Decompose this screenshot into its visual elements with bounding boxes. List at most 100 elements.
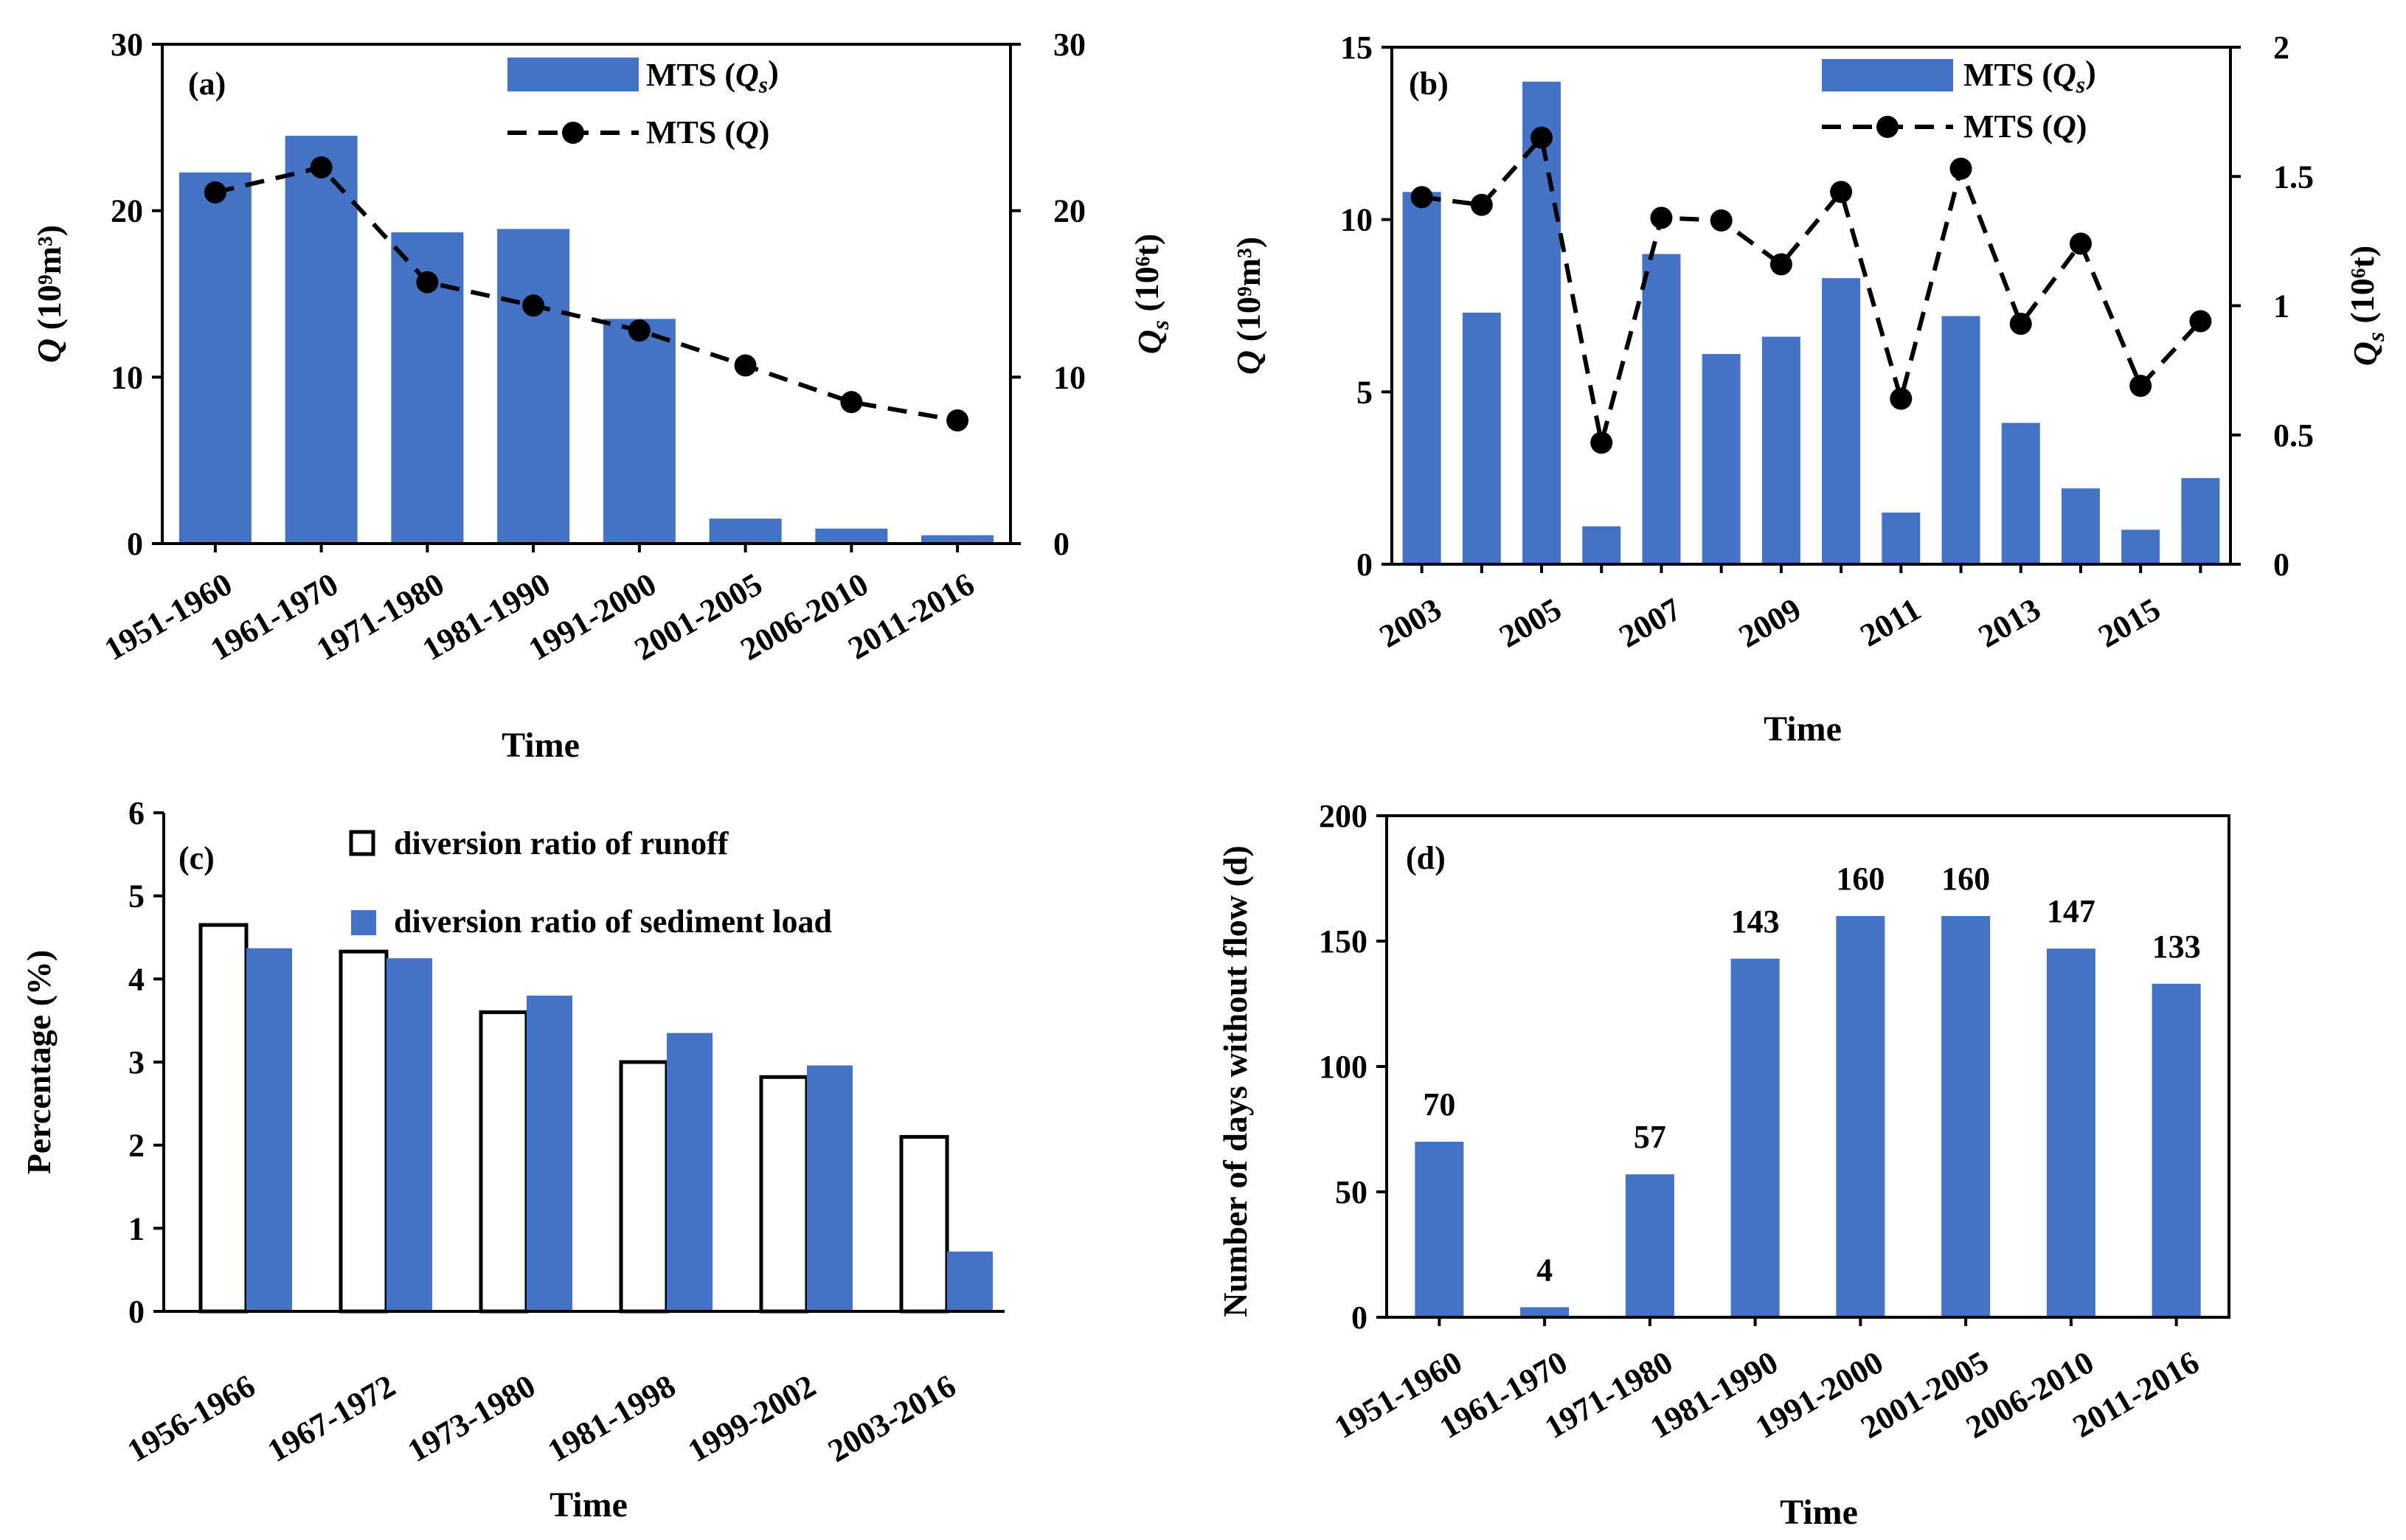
panel-c-bar-runoff <box>899 1134 949 1314</box>
panel-a-point-q <box>946 409 969 432</box>
panel-b-y2tick-label: 1.5 <box>2273 159 2314 195</box>
panel-c-xtick-label: 1981-1998 <box>541 1367 682 1469</box>
panel-c-xtick-label: 2003-2016 <box>822 1367 962 1469</box>
panel-b-bar-qs <box>1642 254 1681 564</box>
panel-b-xtick-label: 2015 <box>2092 591 2166 654</box>
panel-b-bar-qs <box>1522 81 1561 564</box>
panel-b-point-q <box>1470 193 1493 216</box>
panel-d-ytick-label: 150 <box>1319 923 1367 960</box>
panel-c-legend-label-runoff: diversion ratio of runoff <box>394 825 729 861</box>
panel-b-point-q <box>1830 181 1853 204</box>
panel-b-y2tick-label: 0.5 <box>2273 417 2314 454</box>
panel-d-xlabel: Time <box>1780 1493 1858 1532</box>
panel-a-point-q <box>628 319 651 342</box>
panel-d-data-label: 4 <box>1536 1252 1553 1288</box>
panel-c-legend-label-sediment: diversion ratio of sediment load <box>394 903 832 940</box>
panel-b-point-q <box>1710 209 1733 232</box>
panel-c-legend-swatch-sediment <box>351 910 376 935</box>
panel-d-ylabel: Number of days without flow (d) <box>1216 845 1254 1317</box>
panel-a-legend-label-q: MTS (Q) <box>646 114 769 150</box>
panel-c-ytick-label: 6 <box>128 795 145 831</box>
panel-a-line-q <box>215 164 958 423</box>
panel-d-bar <box>2152 983 2201 1317</box>
panel-c-bar-runoff <box>759 1075 809 1314</box>
panel-a-bar-qs <box>178 172 252 544</box>
panel-b-legend-label-qs: MTS (Qs) <box>1963 54 2096 97</box>
panel-b-xtick-label: 2007 <box>1613 591 1688 654</box>
panel-d-label: (d) <box>1406 840 1446 876</box>
panel-c-ytick-label: 1 <box>128 1210 145 1246</box>
panel-b-legend-swatch-qs <box>1822 59 1953 91</box>
panel-a-legend-marker-q <box>562 122 584 144</box>
panel-b-label: (b) <box>1409 66 1449 102</box>
panel-b-bar-qs <box>1462 312 1501 564</box>
panel-a-bar-qs <box>603 319 676 544</box>
panel-a-bar-qs <box>285 136 358 544</box>
panel-c-bar-sediment <box>527 995 572 1311</box>
panel-a-ytick-label: 30 <box>111 27 143 63</box>
panel-a-point-q <box>204 181 226 204</box>
panel-b-ylabel: Q (10⁹m³) <box>1230 237 1267 375</box>
panel-b-ytick-label: 5 <box>1356 374 1373 410</box>
panel-c-bar-sediment <box>807 1065 853 1311</box>
panel-d-ytick-label: 200 <box>1319 798 1367 834</box>
panel-a-point-q <box>310 156 333 178</box>
panel-a-legend-swatch-qs <box>507 58 639 91</box>
panel-b-point-q <box>1590 431 1613 454</box>
panel-c-ytick-label: 5 <box>128 878 145 915</box>
panel-d-data-label: 147 <box>2047 893 2095 929</box>
panel-d-data-label: 143 <box>1731 903 1780 940</box>
panel-b-point-q <box>2069 232 2092 255</box>
panel-b-bar-qs <box>2061 488 2100 564</box>
panel-d-data-label: 160 <box>1941 861 1990 897</box>
panel-d-bar <box>1941 916 1991 1317</box>
panel-c-legend-swatch-runoff <box>349 830 375 856</box>
panel-b-legend-marker-q <box>1876 116 1899 138</box>
panel-a-point-q <box>522 294 545 317</box>
panel-a-ytick-label: 10 <box>111 359 143 395</box>
panel-b-chart: 0 5 10 15 0 0.5 1 1.5 2 2003 2005 2007 2009 2011 2013 2… <box>1230 30 2390 749</box>
panel-a-ytick-label: 0 <box>127 526 143 562</box>
panel-a-legend-label-qs: MTS (Qs) <box>646 54 779 97</box>
panel-a-y2tick-label: 0 <box>1053 526 1069 562</box>
panel-a-point-q <box>734 354 757 377</box>
panel-b-xtick-label: 2011 <box>1854 591 1927 653</box>
panel-a-ytick-label: 20 <box>111 193 143 229</box>
panel-d-plot-frame <box>1385 814 2230 1319</box>
panel-d-bar <box>1730 958 1780 1317</box>
panel-b-xtick-label: 2013 <box>1972 591 2047 654</box>
panel-a-bar-qs <box>709 518 782 544</box>
panel-b-bar-qs <box>2181 478 2220 564</box>
panel-b-ytick-label: 15 <box>1340 30 1373 66</box>
panel-a-point-q <box>416 271 439 294</box>
panel-b-point-q <box>1650 207 1673 229</box>
panel-a-plot-frame <box>161 43 1012 545</box>
panel-c-bar-sediment <box>246 948 292 1311</box>
panel-b-ytick-label: 10 <box>1340 202 1373 238</box>
panel-b-bar-qs <box>1822 278 1861 564</box>
panel-c-bar-sediment <box>667 1033 713 1311</box>
panel-d-data-label: 70 <box>1423 1086 1455 1123</box>
panel-b-y2tick-label: 0 <box>2273 547 2289 583</box>
panel-b-line-q <box>1421 133 2202 444</box>
panel-b-bar-qs <box>1402 192 1441 564</box>
panel-c-bar-sediment <box>947 1251 993 1311</box>
panel-b-point-q <box>2129 375 2152 398</box>
panel-a-bar-qs <box>921 535 994 544</box>
panel-c-chart: 0 1 2 3 4 5 6 1956-1966 1967-1972 1973-1980 1981-1… <box>20 795 1005 1525</box>
panel-b-xtick-label: 2005 <box>1493 591 1567 654</box>
panel-b-y2label: Qs (10⁶t) <box>2343 246 2390 366</box>
panel-c-label: (c) <box>178 840 215 876</box>
panel-c-xtick-label: 1999-2002 <box>682 1367 822 1469</box>
panel-b-bar-qs <box>1582 526 1621 564</box>
panel-d-ytick-label: 50 <box>1335 1174 1367 1210</box>
panel-b-point-q <box>2189 310 2212 333</box>
panel-b-point-q <box>1769 253 1792 276</box>
panel-b-bar-qs <box>2121 530 2160 564</box>
panel-a-y2tick-label: 10 <box>1053 359 1086 395</box>
panel-c-ytick-label: 2 <box>128 1128 145 1164</box>
panel-b-point-q <box>1949 157 1972 180</box>
panel-b-bar-qs <box>1882 512 1921 564</box>
